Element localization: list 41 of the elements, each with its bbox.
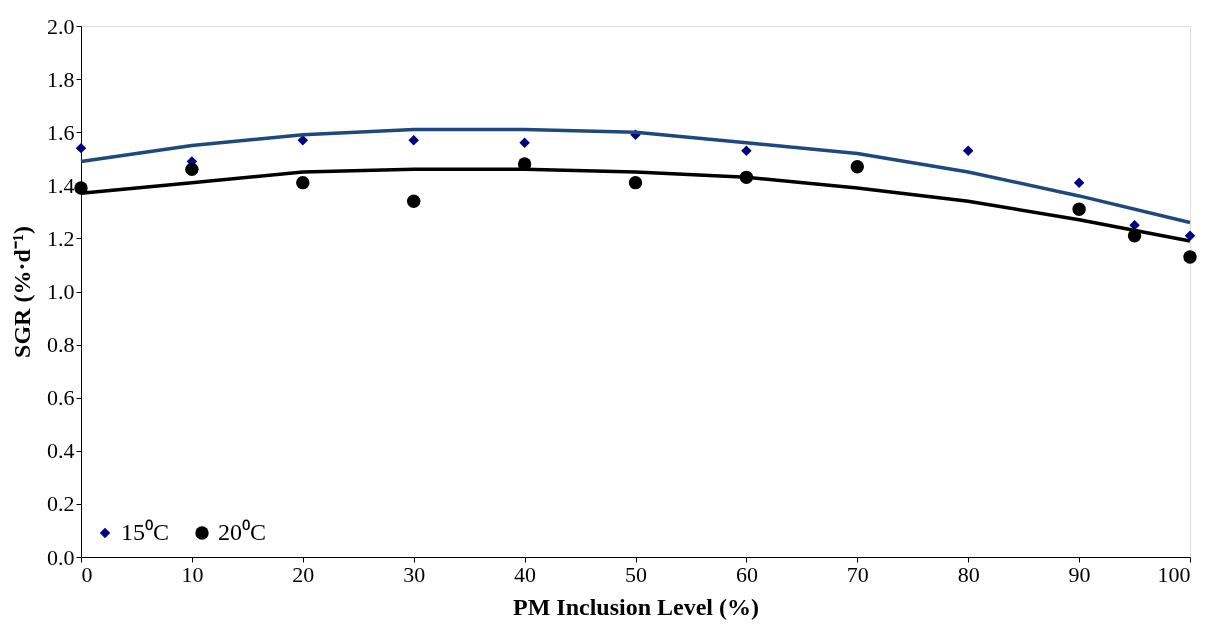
y-tick-label: 1.8 bbox=[47, 66, 75, 92]
y-tick-label: 1.4 bbox=[47, 172, 75, 198]
x-tick-label: 0 bbox=[81, 561, 93, 587]
y-tick-label: 0.8 bbox=[47, 332, 75, 358]
point bbox=[628, 175, 643, 190]
point bbox=[408, 134, 419, 146]
point bbox=[296, 175, 310, 190]
y-tick-label: 1.0 bbox=[47, 279, 75, 304]
point bbox=[185, 162, 199, 177]
x-tick-label: 60 bbox=[735, 561, 758, 587]
x-tick-label: 20 bbox=[292, 561, 315, 587]
x-tick-label: 40 bbox=[514, 561, 537, 587]
legend-label: 15⁰C bbox=[121, 519, 170, 545]
x-tick-label: 70 bbox=[846, 561, 869, 587]
point bbox=[1183, 250, 1197, 264]
point bbox=[519, 137, 530, 149]
point bbox=[962, 145, 974, 157]
point bbox=[406, 194, 421, 208]
point bbox=[1072, 202, 1086, 216]
x-tick-label: 100 bbox=[1157, 561, 1191, 587]
legend-label: 20⁰C bbox=[218, 519, 267, 545]
point bbox=[74, 181, 88, 195]
point bbox=[741, 145, 752, 157]
y-axis-title: SGR (%·d⁻¹) bbox=[9, 226, 35, 358]
y-tick-label: 2.0 bbox=[47, 13, 75, 39]
point bbox=[1073, 177, 1085, 188]
y-tick-label: 0.6 bbox=[47, 385, 75, 411]
y-tick-label: 0.4 bbox=[47, 438, 75, 464]
y-tick-label: 0.0 bbox=[47, 544, 75, 570]
x-axis-title: PM Inclusion Level (%) bbox=[513, 593, 759, 620]
line-series bbox=[79, 127, 1192, 225]
x-tick-label: 80 bbox=[957, 561, 980, 587]
x-tick-label: 10 bbox=[181, 561, 204, 587]
x-tick-label: 30 bbox=[403, 561, 426, 587]
point bbox=[75, 142, 87, 154]
point bbox=[850, 160, 865, 174]
y-tick-label: 0.2 bbox=[47, 491, 75, 517]
x-tick-label: 90 bbox=[1068, 561, 1091, 587]
y-tick-label: 1.2 bbox=[47, 225, 75, 251]
y-tick-label: 1.6 bbox=[47, 119, 75, 145]
x-tick-label: 50 bbox=[625, 561, 647, 587]
